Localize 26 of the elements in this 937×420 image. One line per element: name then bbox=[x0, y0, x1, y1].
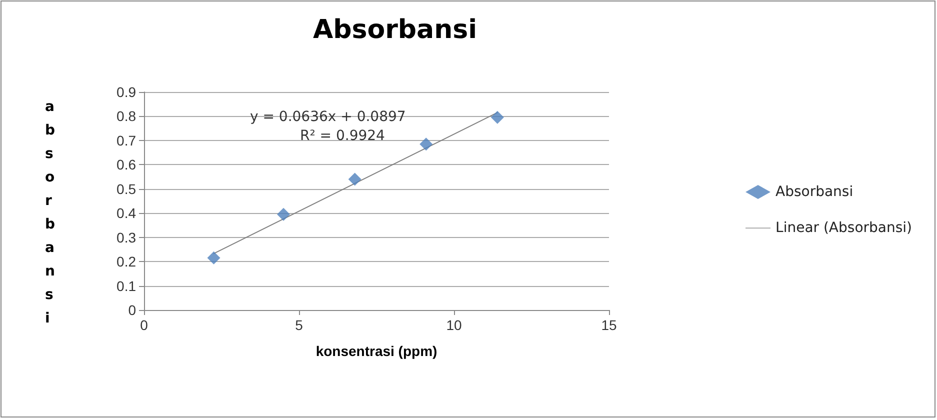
point bbox=[277, 208, 290, 221]
point bbox=[348, 172, 362, 186]
x-tick-label: 0 bbox=[140, 317, 148, 333]
y-tick-label: 0.9 bbox=[116, 84, 136, 100]
annotation: R² = 0.9924 bbox=[300, 128, 386, 144]
y-tick-label: 0 bbox=[128, 302, 136, 318]
legend-label: Linear (Absorbansi) bbox=[776, 220, 912, 236]
x-tick-label: 15 bbox=[601, 317, 617, 333]
y-tick-label: 0.8 bbox=[116, 108, 136, 124]
y-tick-label: 0.5 bbox=[116, 180, 136, 197]
x-tick-label: 5 bbox=[295, 317, 304, 333]
y-tick-label: 0.6 bbox=[116, 156, 136, 173]
annotation: y = 0.0636x + 0.0897 bbox=[250, 109, 406, 125]
y-tick-label: 0.7 bbox=[116, 132, 136, 148]
y-tick-label: 0.2 bbox=[116, 254, 136, 270]
chart-title: Absorbansi bbox=[313, 15, 477, 45]
point bbox=[490, 110, 504, 124]
x-axis-title: konsentrasi (ppm) bbox=[316, 343, 438, 359]
point bbox=[207, 251, 220, 264]
point bbox=[420, 138, 433, 151]
text: absorbansi bbox=[45, 98, 56, 326]
y-tick-label: 0.4 bbox=[116, 205, 136, 222]
legend-label: Absorbansi bbox=[776, 184, 854, 200]
x-tick-label: 10 bbox=[446, 317, 462, 333]
y-tick-label: 0.3 bbox=[116, 229, 136, 246]
y-tick-label: 0.1 bbox=[116, 278, 136, 294]
